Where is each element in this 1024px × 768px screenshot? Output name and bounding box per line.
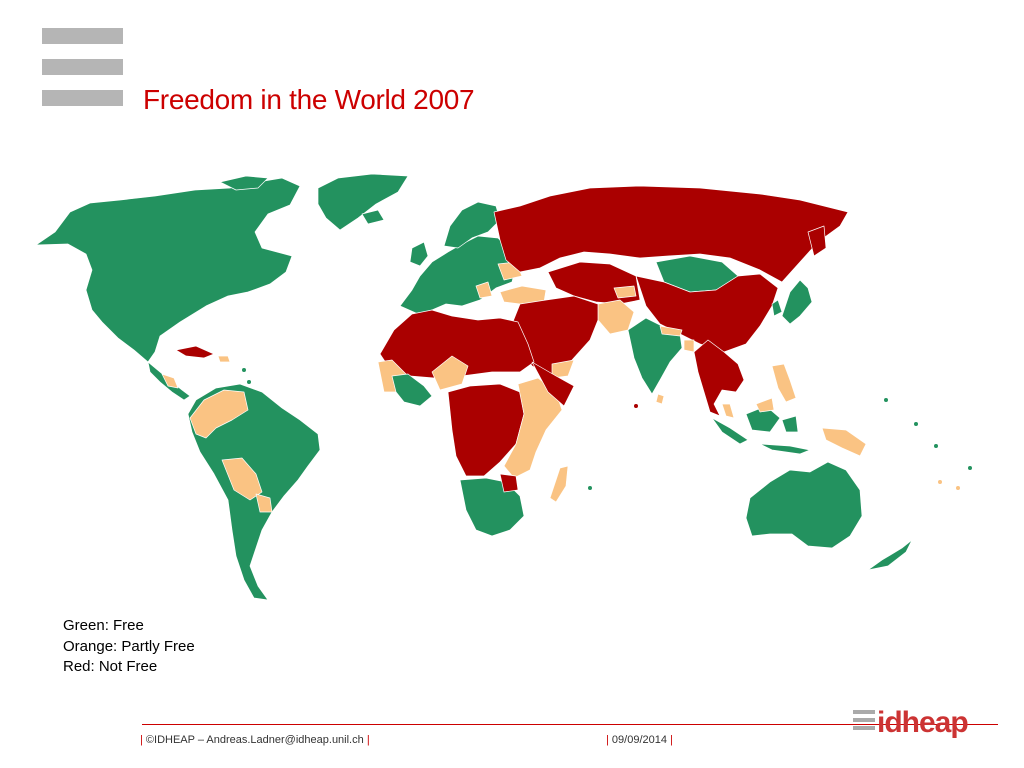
greenland-region xyxy=(317,173,409,231)
west-africa-region xyxy=(391,373,433,407)
bolivia-region xyxy=(221,457,263,501)
island-marker xyxy=(884,398,888,402)
menu-icon xyxy=(42,28,123,121)
logo-text: idheap xyxy=(877,706,968,739)
indonesia-region xyxy=(711,405,811,455)
idheap-logo: idheap xyxy=(853,704,975,749)
island-marker xyxy=(247,380,251,384)
footer-pipe: | xyxy=(606,734,609,746)
uk-region xyxy=(409,241,429,267)
island-marker xyxy=(588,486,592,490)
footer-pipe: | xyxy=(670,734,673,746)
island-marker xyxy=(634,404,638,408)
map-legend: Green: Free Orange: Partly Free Red: Not… xyxy=(63,616,195,678)
haiti-region xyxy=(217,355,231,363)
cuba-region xyxy=(175,345,215,359)
balkans-partly-region xyxy=(475,281,493,299)
malaysia-partly-region xyxy=(721,397,775,419)
footer-copyright: | ©IDHEAP – Andreas.Ladner@idheap.unil.c… xyxy=(140,734,370,746)
russia-region xyxy=(493,185,849,283)
island-marker xyxy=(968,466,972,470)
legend-partly-free: Orange: Partly Free xyxy=(63,637,195,655)
island-marker xyxy=(242,368,246,372)
central-america-partly-region xyxy=(161,373,179,389)
japan-region xyxy=(781,279,813,325)
island-marker xyxy=(938,480,942,484)
iceland-region xyxy=(361,209,385,225)
southern-africa-region xyxy=(459,477,525,537)
philippines-partly-region xyxy=(771,363,797,403)
legend-free: Green: Free xyxy=(63,617,144,634)
footer-pipe: | xyxy=(366,734,370,746)
madagascar-partly-region xyxy=(549,465,569,503)
footer-divider xyxy=(142,724,998,725)
north-america-region xyxy=(35,177,301,363)
slide-title: Freedom in the World 2007 xyxy=(143,84,475,115)
nepal-partly-region xyxy=(659,325,683,337)
southeast-asia-region xyxy=(693,339,745,417)
kyrgyzstan-partly-region xyxy=(613,285,637,299)
north-africa-region xyxy=(379,309,535,379)
new-zealand-region xyxy=(867,539,913,571)
island-marker xyxy=(956,486,960,490)
footer-pipe: | xyxy=(140,734,143,746)
sri-lanka-partly-region xyxy=(655,393,665,405)
australia-region xyxy=(745,461,863,549)
png-partly-region xyxy=(821,427,867,457)
south-korea-region xyxy=(771,299,783,317)
india-region xyxy=(627,317,683,395)
footer-date-text: 09/09/2014 xyxy=(611,734,667,746)
venezuela-colombia-region xyxy=(189,389,249,439)
island-marker xyxy=(934,444,938,448)
footer-date: | 09/09/2014 | xyxy=(606,734,673,746)
zimbabwe-region xyxy=(499,473,519,493)
paraguay-region xyxy=(255,493,273,513)
arctic-islands-region xyxy=(219,175,269,191)
footer-copyright-text: ©IDHEAP – Andreas.Ladner@idheap.unil.ch xyxy=(145,734,364,746)
legend-not-free: Red: Not Free xyxy=(63,658,158,675)
central-africa-region xyxy=(447,383,525,477)
afghanistan-pakistan-partly-region xyxy=(597,299,635,335)
bangladesh-partly-region xyxy=(683,339,695,353)
horn-africa-region xyxy=(531,361,575,407)
kamchatka-region xyxy=(807,225,827,257)
island-marker xyxy=(914,422,918,426)
